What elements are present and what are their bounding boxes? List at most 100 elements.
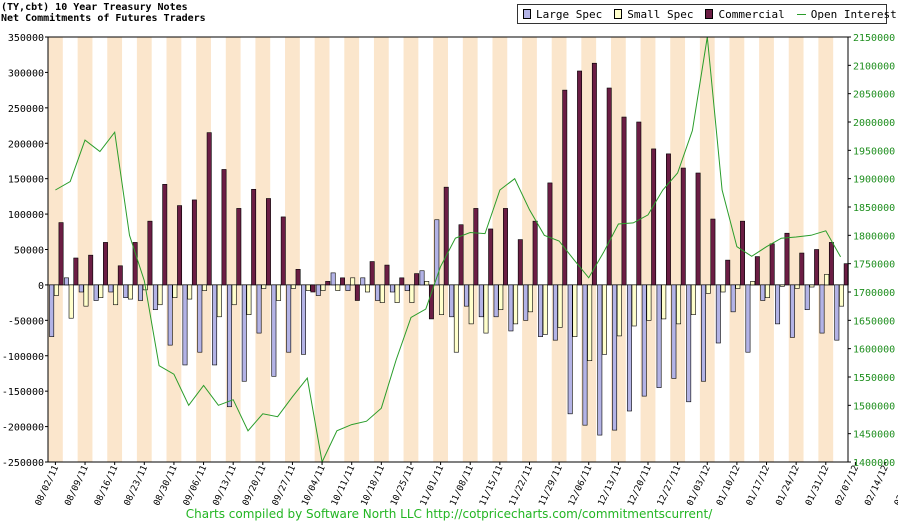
large-spec-bar: [241, 284, 247, 382]
large-spec-bar: [271, 284, 277, 377]
commercial-bar: [221, 169, 227, 286]
commercial-bar: [666, 153, 671, 286]
large-spec-bar: [834, 284, 840, 341]
legend-swatch-commercial: [705, 9, 714, 19]
large-spec-bar: [730, 284, 736, 313]
large-spec-bar: [197, 284, 203, 353]
small-spec-bar: [157, 284, 163, 306]
left-axis-label: 300000: [8, 68, 44, 79]
left-axis-label: 150000: [8, 175, 44, 186]
large-spec-bar: [552, 284, 558, 341]
small-spec-bar: [542, 284, 548, 335]
large-spec-bar: [523, 284, 529, 321]
small-spec-bar: [824, 273, 830, 286]
right-axis-label: 1650000: [853, 316, 895, 327]
commercial-bar: [562, 89, 568, 286]
left-axis-label: 200000: [8, 139, 44, 150]
large-spec-bar: [715, 284, 721, 344]
small-spec-bar: [409, 284, 415, 303]
commercial-bar: [710, 218, 716, 286]
right-axis-label: 1550000: [853, 373, 895, 384]
x-axis-label: 09/06/11: [182, 464, 209, 508]
x-axis-label: 01/31/12: [804, 464, 831, 508]
right-axis-label: 1600000: [853, 345, 895, 356]
chart-subtitle: Net Commitments of Futures Traders: [1, 13, 206, 24]
small-spec-bar: [202, 284, 207, 291]
commercial-bar: [473, 208, 479, 286]
commercial-bar: [354, 284, 360, 301]
small-spec-bar: [113, 284, 119, 306]
left-axis-label: -250000: [2, 458, 44, 469]
small-spec-bar: [483, 284, 489, 334]
week-band: [77, 37, 93, 462]
commercial-bar: [517, 239, 523, 286]
large-spec-bar: [404, 284, 410, 291]
legend-swatch-small-spec: [614, 9, 623, 19]
right-axis-label: 1800000: [853, 231, 895, 242]
large-spec-bar: [464, 284, 469, 307]
commercial-bar: [443, 186, 449, 286]
commercial-bar: [695, 172, 701, 286]
large-spec-bar: [182, 284, 188, 366]
large-spec-bar: [656, 284, 662, 388]
left-axis-label: -200000: [2, 423, 44, 434]
commercial-bar: [251, 188, 257, 286]
commercial-bar: [280, 216, 286, 286]
small-spec-bar: [705, 284, 711, 294]
large-spec-bar: [538, 284, 543, 337]
commercial-bar: [828, 242, 834, 286]
legend-label-commercial: Commercial: [718, 7, 785, 21]
commercial-bar: [621, 116, 627, 286]
large-spec-bar: [93, 284, 99, 301]
legend-label-open-interest: Open Interest: [810, 7, 897, 21]
right-axis-label: 1700000: [853, 288, 895, 299]
x-axis-label: 02/14/12: [863, 464, 890, 508]
left-axis-label: 100000: [8, 210, 44, 221]
x-axis-label: 10/25/11: [389, 464, 416, 508]
large-spec-bar: [745, 284, 751, 353]
small-spec-bar: [498, 284, 504, 311]
x-axis-label: 09/27/11: [271, 464, 298, 508]
x-axis-label: 01/03/12: [686, 464, 713, 508]
small-spec-bar: [572, 284, 578, 337]
commercial-bar: [147, 220, 153, 286]
commercial-bar: [369, 261, 375, 286]
commercial-bar: [651, 148, 657, 286]
x-axis-label: 10/11/11: [330, 464, 357, 508]
large-spec-bar: [108, 284, 114, 293]
large-spec-bar: [493, 284, 499, 318]
large-spec-bar: [64, 277, 69, 286]
week-band: [373, 37, 389, 462]
large-spec-bar: [167, 284, 173, 346]
x-axis-label: 12/27/11: [656, 464, 683, 508]
commercial-bar: [310, 284, 316, 293]
small-spec-bar: [646, 284, 652, 321]
small-spec-bar: [809, 284, 815, 288]
left-axis-label: 50000: [14, 246, 44, 257]
right-axis-label: 1750000: [853, 260, 895, 271]
commercial-bar: [340, 277, 345, 286]
small-spec-bar: [690, 284, 696, 315]
right-axis-label: 1500000: [853, 401, 895, 412]
legend-item-commercial: Commercial: [705, 7, 785, 21]
small-spec-bar: [216, 284, 222, 318]
commercial-bar: [740, 220, 745, 286]
commercial-bar: [117, 265, 123, 286]
small-spec-bar: [602, 284, 607, 355]
commercial-bar: [784, 232, 790, 286]
commercial-bar: [606, 87, 612, 286]
left-axis-label: 0: [38, 281, 44, 292]
x-axis-label: 08/16/11: [93, 464, 120, 508]
small-spec-bar: [261, 284, 267, 289]
week-band: [285, 37, 300, 462]
commercial-bar: [162, 184, 168, 286]
large-spec-bar: [760, 284, 766, 301]
large-spec-bar: [434, 219, 440, 286]
week-band: [166, 37, 182, 462]
small-spec-bar: [720, 284, 726, 293]
legend-label-large-spec: Large Spec: [536, 7, 603, 21]
commercial-bar: [384, 264, 390, 286]
small-spec-bar: [320, 284, 326, 291]
large-spec-bar: [49, 284, 55, 337]
x-axis-label: 11/15/11: [478, 464, 505, 508]
